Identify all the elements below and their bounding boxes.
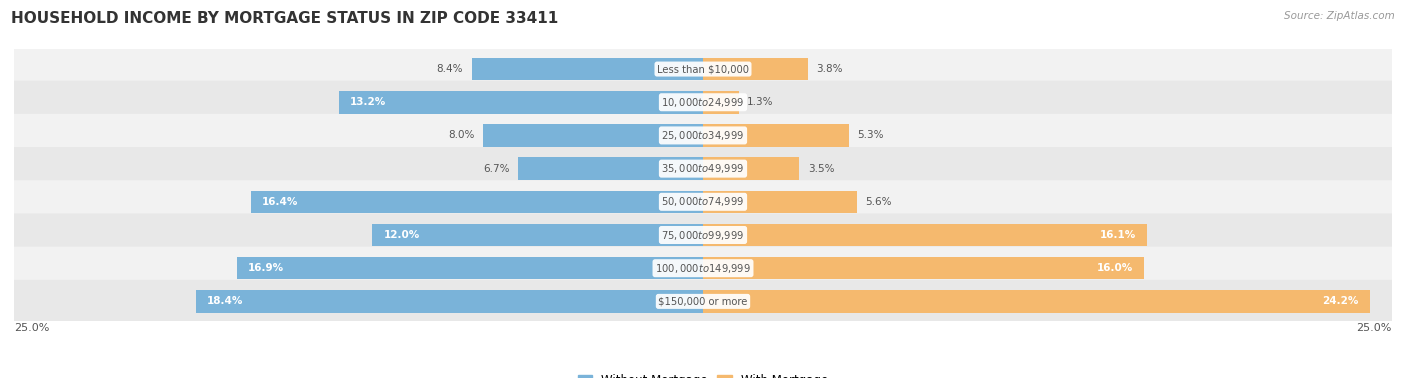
Text: $25,000 to $34,999: $25,000 to $34,999 [661, 129, 745, 142]
Bar [703, 257, 1144, 279]
Text: 25.0%: 25.0% [14, 323, 49, 333]
Text: $150,000 or more: $150,000 or more [658, 296, 748, 307]
Text: 12.0%: 12.0% [384, 230, 419, 240]
Text: 3.8%: 3.8% [815, 64, 842, 74]
Bar [519, 157, 703, 180]
Text: 18.4%: 18.4% [207, 296, 243, 307]
FancyBboxPatch shape [0, 180, 1406, 223]
Text: 16.9%: 16.9% [249, 263, 284, 273]
Bar [238, 257, 703, 279]
Legend: Without Mortgage, With Mortgage: Without Mortgage, With Mortgage [574, 369, 832, 378]
Text: 16.0%: 16.0% [1097, 263, 1133, 273]
Text: $35,000 to $49,999: $35,000 to $49,999 [661, 162, 745, 175]
FancyBboxPatch shape [0, 246, 1406, 290]
Text: 5.6%: 5.6% [866, 197, 891, 207]
Text: $50,000 to $74,999: $50,000 to $74,999 [661, 195, 745, 208]
Text: 5.3%: 5.3% [858, 130, 884, 141]
FancyBboxPatch shape [0, 147, 1406, 190]
FancyBboxPatch shape [0, 114, 1406, 157]
Text: $10,000 to $24,999: $10,000 to $24,999 [661, 96, 745, 109]
Bar [703, 124, 849, 147]
Bar [703, 91, 738, 113]
Text: 8.0%: 8.0% [449, 130, 474, 141]
FancyBboxPatch shape [0, 214, 1406, 257]
Bar [252, 191, 703, 213]
FancyBboxPatch shape [0, 81, 1406, 124]
FancyBboxPatch shape [0, 280, 1406, 323]
Text: HOUSEHOLD INCOME BY MORTGAGE STATUS IN ZIP CODE 33411: HOUSEHOLD INCOME BY MORTGAGE STATUS IN Z… [11, 11, 558, 26]
Bar [339, 91, 703, 113]
Text: Source: ZipAtlas.com: Source: ZipAtlas.com [1284, 11, 1395, 21]
Text: 24.2%: 24.2% [1323, 296, 1358, 307]
FancyBboxPatch shape [0, 48, 1406, 91]
Text: $75,000 to $99,999: $75,000 to $99,999 [661, 229, 745, 242]
Bar [373, 224, 703, 246]
Bar [195, 290, 703, 313]
Bar [703, 191, 858, 213]
Text: 25.0%: 25.0% [1357, 323, 1392, 333]
Text: 1.3%: 1.3% [747, 97, 773, 107]
Text: 16.4%: 16.4% [262, 197, 298, 207]
Text: 6.7%: 6.7% [484, 164, 510, 174]
Bar [471, 58, 703, 81]
Bar [703, 157, 800, 180]
Text: Less than $10,000: Less than $10,000 [657, 64, 749, 74]
Bar [703, 224, 1147, 246]
Bar [482, 124, 703, 147]
Text: 16.1%: 16.1% [1099, 230, 1136, 240]
Bar [703, 290, 1369, 313]
Bar [703, 58, 807, 81]
Text: $100,000 to $149,999: $100,000 to $149,999 [655, 262, 751, 275]
Text: 13.2%: 13.2% [350, 97, 387, 107]
Text: 8.4%: 8.4% [437, 64, 463, 74]
Text: 3.5%: 3.5% [807, 164, 834, 174]
